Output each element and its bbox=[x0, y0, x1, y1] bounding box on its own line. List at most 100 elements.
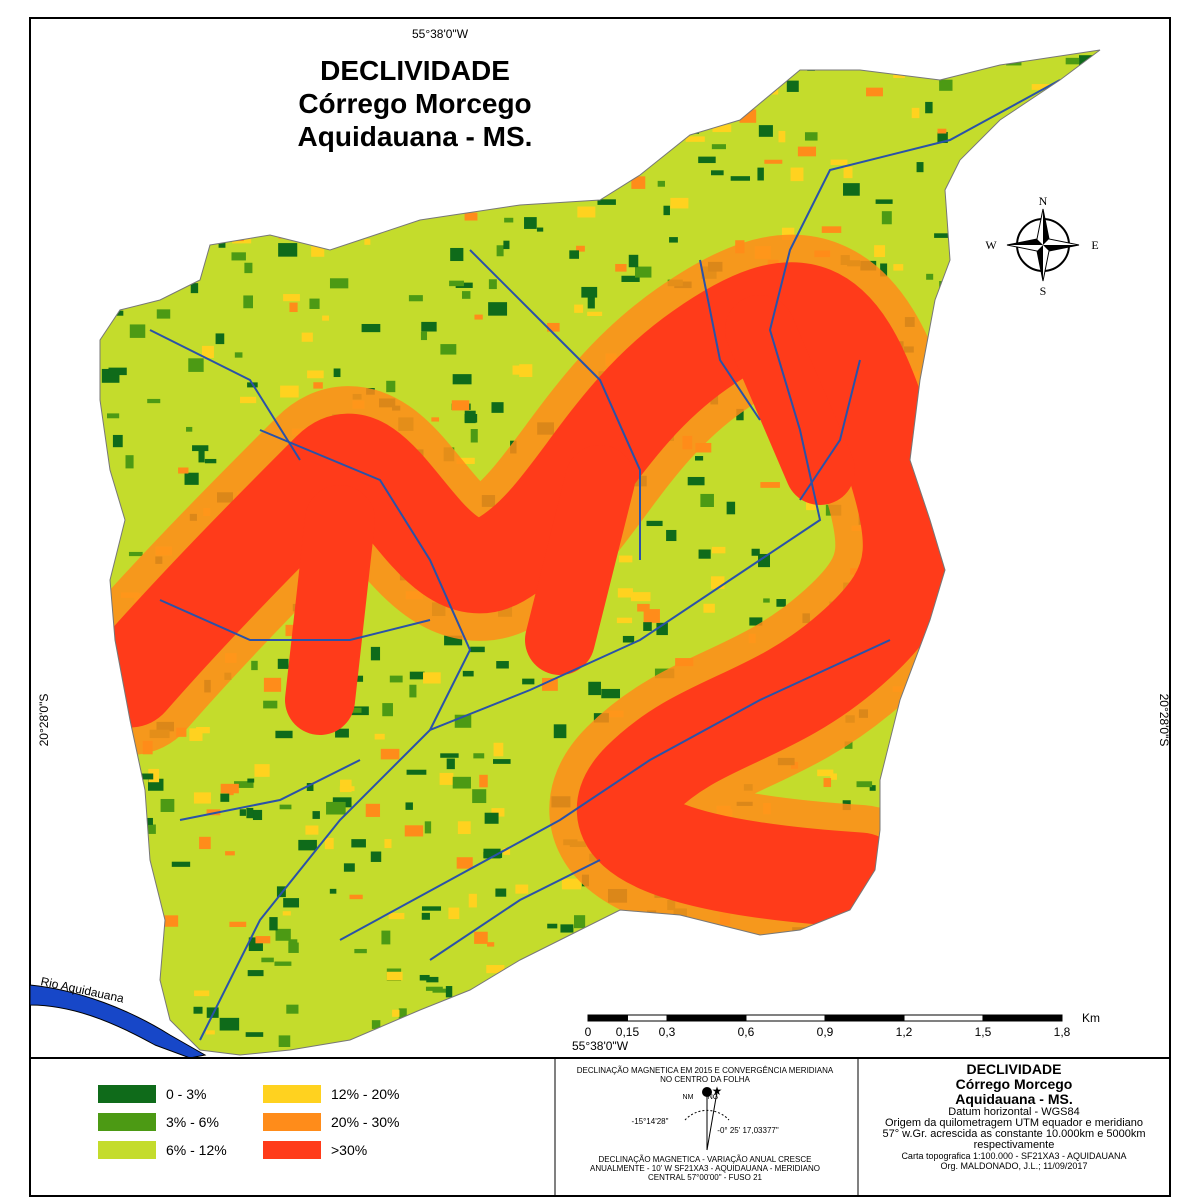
texture-patch bbox=[869, 785, 876, 791]
texture-patch bbox=[670, 197, 689, 209]
texture-patch bbox=[488, 302, 508, 316]
texture-patch bbox=[192, 445, 209, 452]
texture-patch bbox=[452, 374, 472, 385]
texture-patch bbox=[307, 370, 324, 379]
texture-patch bbox=[380, 748, 400, 760]
texture-patch bbox=[587, 295, 595, 309]
texture-patch bbox=[305, 825, 319, 835]
texture-patch bbox=[313, 382, 323, 389]
texture-patch bbox=[229, 921, 247, 927]
texture-patch bbox=[698, 549, 711, 559]
texture-patch bbox=[542, 677, 558, 691]
info-title: Córrego Morcego bbox=[955, 1076, 1073, 1092]
scale-tick-label: 0,6 bbox=[738, 1025, 755, 1039]
texture-patch bbox=[263, 677, 282, 692]
texture-patch bbox=[468, 893, 477, 908]
texture-patch bbox=[470, 646, 485, 653]
texture-patch bbox=[405, 802, 413, 810]
texture-patch bbox=[452, 776, 471, 789]
texture-patch bbox=[547, 322, 560, 332]
info-title: Aquidauana - MS. bbox=[955, 1091, 1073, 1107]
texture-patch bbox=[700, 493, 714, 507]
scale-bar: 0 0,15 0,3 0,6 0,9 1,2 1,5 1,8 Km bbox=[585, 1011, 1100, 1039]
texture-patch bbox=[495, 888, 507, 897]
texture-patch bbox=[288, 942, 299, 953]
texture-patch bbox=[937, 131, 948, 144]
texture-patch bbox=[333, 368, 341, 378]
texture-patch bbox=[817, 769, 834, 777]
texture-patch bbox=[421, 912, 430, 920]
texture-patch bbox=[464, 410, 476, 424]
texture-patch bbox=[515, 884, 529, 894]
texture-patch bbox=[616, 617, 633, 624]
texture-patch bbox=[189, 728, 203, 741]
texture-patch bbox=[128, 551, 143, 557]
texture-patch bbox=[278, 1035, 291, 1047]
texture-patch bbox=[656, 622, 668, 636]
texture-patch bbox=[245, 1032, 264, 1037]
texture-patch bbox=[937, 128, 947, 134]
texture-patch bbox=[419, 974, 430, 981]
texture-patch bbox=[239, 809, 246, 816]
texture-patch bbox=[496, 661, 509, 669]
texture-patch bbox=[408, 295, 423, 302]
texture-patch bbox=[440, 344, 457, 355]
texture-patch bbox=[622, 635, 635, 643]
scale-segment bbox=[587, 1014, 628, 1022]
texture-patch bbox=[107, 413, 120, 419]
slope-zone-red bbox=[100, 262, 958, 928]
scale-tick-label: 1,8 bbox=[1054, 1025, 1071, 1039]
texture-patch bbox=[487, 942, 495, 947]
texture-patch bbox=[247, 970, 264, 977]
texture-patch bbox=[484, 812, 499, 824]
texture-patch bbox=[576, 245, 585, 252]
texture-patch bbox=[695, 456, 704, 461]
texture-patch bbox=[462, 670, 474, 677]
texture-patch bbox=[409, 671, 425, 680]
texture-patch bbox=[186, 426, 193, 432]
legend-label: 3% - 6% bbox=[166, 1114, 219, 1130]
texture-patch bbox=[339, 786, 355, 792]
texture-patch bbox=[601, 688, 621, 699]
scale-segment bbox=[824, 1014, 905, 1022]
texture-patch bbox=[112, 434, 123, 448]
texture-patch bbox=[371, 1020, 381, 1029]
texture-patch bbox=[462, 291, 471, 299]
info-origin: Origem da quilometragem UTM equador e me… bbox=[882, 1117, 1146, 1151]
texture-patch bbox=[618, 555, 633, 563]
texture-patch bbox=[218, 241, 226, 248]
texture-patch bbox=[588, 681, 601, 696]
scale-tick-label: 0 bbox=[585, 1025, 592, 1039]
texture-patch bbox=[426, 976, 439, 983]
texture-patch bbox=[474, 931, 488, 944]
texture-patch bbox=[421, 321, 437, 332]
texture-patch bbox=[698, 156, 716, 164]
coord-label: 20°28'0"S bbox=[37, 694, 51, 747]
texture-patch bbox=[446, 758, 455, 770]
texture-patch bbox=[425, 986, 443, 991]
texture-patch bbox=[239, 396, 257, 404]
texture-patch bbox=[381, 930, 391, 945]
texture-patch bbox=[925, 101, 933, 114]
texture-patch bbox=[486, 965, 505, 974]
texture-patch bbox=[874, 245, 886, 258]
info: DECLIVIDADE Córrego Morcego Aquidauana -… bbox=[862, 1062, 1166, 1172]
texture-patch bbox=[617, 588, 633, 598]
texture-patch bbox=[349, 894, 363, 900]
texture-patch bbox=[156, 309, 171, 319]
texture-patch bbox=[703, 603, 715, 613]
texture-patch bbox=[749, 617, 763, 626]
texture-patch bbox=[386, 380, 396, 393]
texture-patch bbox=[343, 863, 355, 872]
texture-patch bbox=[129, 324, 146, 338]
texture-patch bbox=[289, 302, 298, 313]
texture-patch bbox=[710, 170, 724, 176]
texture-patch bbox=[669, 237, 678, 243]
texture-patch bbox=[420, 331, 428, 341]
scale-segment bbox=[982, 1014, 1063, 1022]
compass-label: W bbox=[985, 238, 997, 252]
texture-patch bbox=[231, 252, 246, 261]
texture-patch bbox=[823, 778, 832, 788]
coord-label: 55°38'0"W bbox=[572, 1039, 629, 1053]
texture-patch bbox=[286, 1004, 299, 1014]
